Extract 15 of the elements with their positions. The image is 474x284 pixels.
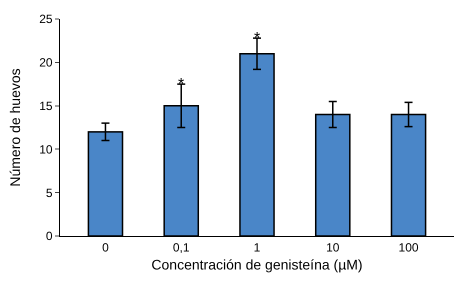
y-tick-label: 20 bbox=[39, 56, 53, 70]
y-tick-label: 15 bbox=[39, 99, 53, 113]
y-tick-label: 10 bbox=[39, 142, 53, 156]
x-tick-label: 0,1 bbox=[172, 240, 190, 254]
x-tick-label: 1 bbox=[254, 240, 261, 254]
x-tick-label: 0 bbox=[102, 240, 110, 254]
y-tick-label: 0 bbox=[46, 229, 53, 244]
y-tick-label: 5 bbox=[46, 186, 53, 200]
x-tick-label: 10 bbox=[326, 240, 340, 254]
annotation: * bbox=[254, 30, 260, 47]
x-axis-title: Concentración de genisteína (µM) bbox=[151, 256, 363, 273]
y-tick-label: 25 bbox=[39, 12, 53, 26]
x-tick-label: 100 bbox=[398, 240, 419, 254]
y-axis-title: Número de huevos bbox=[6, 68, 23, 187]
annotation: * bbox=[178, 76, 184, 93]
